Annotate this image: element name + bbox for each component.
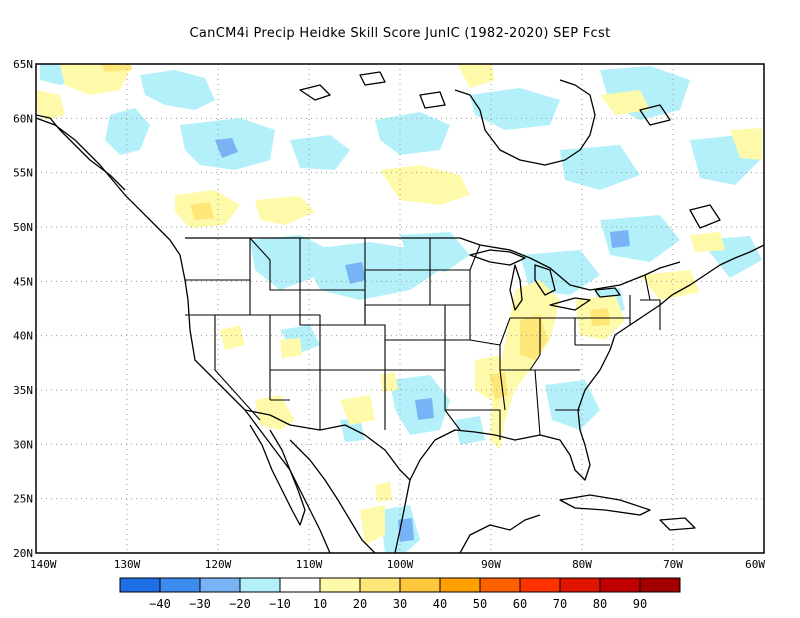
lat-label: 35N <box>13 384 33 397</box>
colorbar-swatch <box>639 577 681 593</box>
canada-us-border <box>185 237 681 291</box>
colorbar-swatch <box>119 577 161 593</box>
colorbar-swatch <box>319 577 361 593</box>
lat-label: 30N <box>13 438 33 451</box>
colorbar-swatch <box>359 577 401 593</box>
colorbar-label: 80 <box>593 597 607 611</box>
mexico-west-coast <box>289 439 376 553</box>
positive-skill-regions <box>36 64 762 545</box>
colorbar-swatch <box>159 577 201 593</box>
lon-label: 100W <box>387 558 414 571</box>
arctic-islands <box>299 84 331 101</box>
lon-label: 70W <box>663 558 683 571</box>
lat-label: 45N <box>13 275 33 288</box>
coastlines-and-borders <box>36 71 764 553</box>
pacific-coastline <box>36 117 331 553</box>
colorbar-label: 60 <box>513 597 527 611</box>
lon-label: 60W <box>745 558 765 571</box>
atlantic-coastline <box>577 244 764 431</box>
lake-michigan <box>509 264 523 311</box>
colorbar-label: 10 <box>313 597 327 611</box>
lon-label: 120W <box>205 558 232 571</box>
us-mexico-border <box>244 409 411 481</box>
lake-ontario <box>594 287 621 298</box>
hispaniola-coastline <box>659 517 696 531</box>
plot-frame <box>35 63 765 554</box>
lake-huron <box>534 264 556 296</box>
lon-label: 130W <box>114 558 141 571</box>
colorbar-swatch <box>599 577 641 593</box>
colorbar-label: 20 <box>353 597 367 611</box>
colorbar-swatch <box>559 577 601 593</box>
colorbar-swatch <box>239 577 281 593</box>
longitude-labels: 140W 130W 120W 110W 100W 90W 80W 70W 60W <box>30 558 765 571</box>
lon-label: 90W <box>481 558 501 571</box>
lake-erie <box>549 297 591 311</box>
state-boundaries <box>185 237 661 440</box>
colorbar-label: 90 <box>633 597 647 611</box>
colorbar-label: 40 <box>433 597 447 611</box>
colorbar-swatch <box>479 577 521 593</box>
colorbar-swatch <box>519 577 561 593</box>
lat-label: 55N <box>13 167 33 180</box>
lat-label: 50N <box>13 221 33 234</box>
yucatan-coastline <box>459 514 541 553</box>
negative-skill-regions-strong <box>215 138 630 542</box>
colorbar: −40 −30 −20 −10 10 20 30 40 50 60 70 80 90 <box>119 577 681 611</box>
latitude-labels: 65N 60N 55N 50N 45N 40N 35N 30N 25N 20N <box>13 58 33 560</box>
colorbar-swatch <box>279 577 321 593</box>
colorbar-swatch <box>199 577 241 593</box>
lat-label: 40N <box>13 330 33 343</box>
colorbar-label: −10 <box>269 597 291 611</box>
positive-skill-regions-strong <box>101 64 610 400</box>
colorbar-label: −40 <box>149 597 171 611</box>
lat-label: 25N <box>13 493 33 506</box>
negative-skill-regions <box>40 64 762 553</box>
colorbar-label: −30 <box>189 597 211 611</box>
colorbar-label: −20 <box>229 597 251 611</box>
lat-label: 65N <box>13 58 33 71</box>
gulf-coastline <box>394 429 591 553</box>
hudson-bay-coastline <box>454 79 596 166</box>
lon-label: 80W <box>572 558 592 571</box>
skill-shading <box>36 64 762 553</box>
colorbar-label: 50 <box>473 597 487 611</box>
colorbar-swatch <box>439 577 481 593</box>
colorbar-label: 70 <box>553 597 567 611</box>
alaska-panhandle <box>36 114 126 191</box>
baja-coastline <box>249 424 306 526</box>
lat-label: 20N <box>13 547 33 560</box>
colorbar-label: 30 <box>393 597 407 611</box>
colorbar-swatch <box>399 577 441 593</box>
cuba-coastline <box>559 494 651 516</box>
lon-label: 110W <box>296 558 323 571</box>
lat-label: 60N <box>13 112 33 125</box>
lon-label: 140W <box>30 558 57 571</box>
lake-superior <box>469 249 526 266</box>
map-title: CanCM4i Precip Heidke Skill Score JunIC … <box>189 26 611 41</box>
